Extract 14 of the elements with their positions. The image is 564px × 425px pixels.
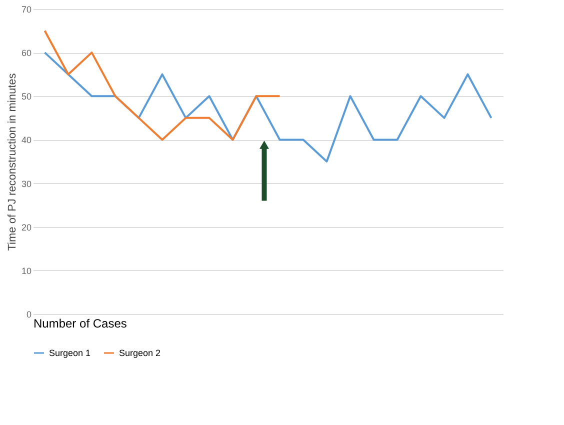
x-axis-title: Number of Cases [34, 316, 127, 330]
y-tick-label: 30 [21, 178, 32, 189]
y-tick-label: 10 [21, 266, 32, 276]
y-tick-label: 70 [21, 4, 32, 14]
y-tick-label: 0 [26, 310, 32, 320]
y-tick-label: 50 [21, 92, 32, 102]
y-tick-label: 40 [21, 135, 32, 146]
line-series [44, 52, 492, 162]
y-tick-label: 20 [21, 222, 32, 232]
line-series [44, 30, 281, 141]
legend-label: Surgeon 2 [119, 348, 161, 358]
y-axis-title: Time of PJ reconstruction in minutes [6, 72, 18, 251]
y-tick-label: 60 [21, 48, 32, 58]
legend-label: Surgeon 1 [49, 348, 91, 358]
